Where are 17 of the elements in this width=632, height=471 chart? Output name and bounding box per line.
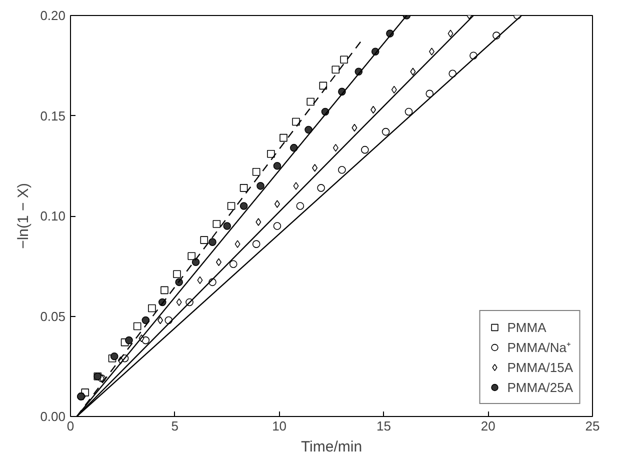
x-tick-label: 20 (480, 418, 496, 434)
x-axis-title: Time/min (300, 438, 362, 456)
x-tick-label: 5 (171, 418, 179, 434)
legend-label: PMMA/Na⁺ (507, 339, 570, 356)
x-tick-label: 25 (585, 418, 600, 434)
y-tick-label: 0.10 (40, 208, 66, 224)
legend-label: PMMA/15A (507, 359, 573, 375)
y-tick-label: 0.00 (40, 409, 66, 424)
y-tick-label: 0.15 (40, 108, 66, 124)
x-tick-label: 15 (376, 418, 391, 434)
y-tick-label: 0.05 (40, 308, 66, 324)
y-axis-title: −ln(1 − X) (15, 183, 32, 249)
legend-label: PMMA/25A (507, 379, 573, 395)
y-tick-label: 0.20 (40, 8, 66, 23)
legend-label: PMMA (507, 319, 546, 335)
x-tick-label: 10 (272, 418, 287, 434)
x-tick-label: 0 (66, 418, 74, 434)
